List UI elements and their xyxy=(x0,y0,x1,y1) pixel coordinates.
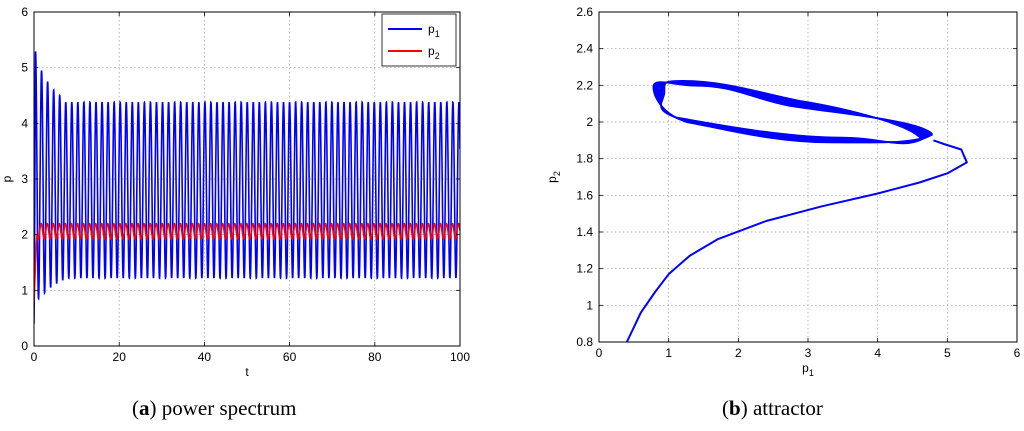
trajectory-cycle-loop xyxy=(659,81,925,144)
y-tick-label: 2.4 xyxy=(576,42,593,56)
y-tick-label: 2 xyxy=(586,115,593,129)
x-tick-label: 40 xyxy=(198,350,212,364)
y-tick-label: 2.6 xyxy=(576,5,593,19)
trajectory-cycle-loop xyxy=(656,81,930,144)
series-line-p1 xyxy=(34,51,460,324)
trajectory-cycle-loop xyxy=(658,81,928,144)
x-tick-label: 2 xyxy=(735,346,742,360)
trajectory-cycle-loop xyxy=(653,81,932,144)
trajectory-transient xyxy=(625,139,968,343)
caption-text-a: power spectrum xyxy=(161,396,297,420)
y-tick-label: 3 xyxy=(21,172,28,186)
y-tick-label: 5 xyxy=(21,61,28,75)
x-axis-label-sub: 1 xyxy=(809,368,814,378)
y-axis-label: p xyxy=(0,175,14,182)
y-tick-label: 1.6 xyxy=(576,188,593,202)
caption-text-b: attractor xyxy=(752,396,823,420)
x-tick-label: 0 xyxy=(31,350,38,364)
series-line-p2 xyxy=(34,222,460,302)
x-axis-label: t xyxy=(245,365,249,379)
y-tick-label: 0 xyxy=(21,339,28,353)
y-axis-label-sub: 2 xyxy=(552,171,562,176)
x-tick-label: 0 xyxy=(596,346,603,360)
y-axis-label-base: p xyxy=(545,176,559,183)
y-tick-label: 1 xyxy=(586,298,593,312)
trajectory-cycle-loop xyxy=(659,81,927,144)
y-tick-label: 4 xyxy=(21,116,28,130)
caption-attractor: (b) attractor xyxy=(722,396,823,420)
trajectory-cycle-loop xyxy=(655,81,931,144)
x-tick-label: 4 xyxy=(874,346,881,360)
y-tick-label: 2.2 xyxy=(576,78,593,92)
x-tick-label: 5 xyxy=(944,346,951,360)
legend-label-p1: p1 xyxy=(428,22,440,39)
caption-letter-a: a xyxy=(139,396,150,420)
trajectory-cycle-loop xyxy=(660,79,923,145)
y-axis-label: p2 xyxy=(545,171,562,183)
trajectory-cycle-loop xyxy=(660,80,924,144)
caption-letter-b: b xyxy=(729,396,741,420)
x-tick-label: 80 xyxy=(368,350,382,364)
x-axis-label-base: p xyxy=(802,361,809,375)
x-tick-label: 20 xyxy=(113,350,127,364)
legend-label-p2: p2 xyxy=(428,44,440,61)
legend-label-p2-sub: 2 xyxy=(435,51,440,61)
y-tick-label: 1 xyxy=(21,283,28,297)
x-axis-label: p1 xyxy=(802,361,814,378)
legend-label-p1-sub: 1 xyxy=(435,29,440,39)
power-spectrum-panel: 0 20 40 60 80 100 0 1 2 3 4 5 6 t p p1 p2 xyxy=(0,5,470,379)
x-tick-label: 60 xyxy=(283,350,297,364)
x-tick-label: 6 xyxy=(1014,346,1021,360)
y-tick-label: 0.8 xyxy=(576,335,593,349)
legend-label-p1-base: p xyxy=(428,22,435,36)
legend-label-p2-base: p xyxy=(428,44,435,58)
x-tick-label: 100 xyxy=(450,350,470,364)
attractor-panel: 0 1 2 3 4 5 6 0.8 1 1.2 1.4 1.6 1.8 2 2.2 2.4 2.6 p1 p2 xyxy=(512,0,1024,431)
trajectory-cycle-loop xyxy=(652,81,934,144)
y-tick-label: 6 xyxy=(21,5,28,19)
legend-box xyxy=(381,13,457,67)
y-tick-label: 1.4 xyxy=(576,225,593,239)
y-tick-label: 1.8 xyxy=(576,152,593,166)
y-tick-label: 1.2 xyxy=(576,262,593,276)
caption-power-spectrum: (a) power spectrum xyxy=(132,396,297,420)
x-tick-label: 3 xyxy=(805,346,812,360)
y-tick-label: 2 xyxy=(21,228,28,242)
x-tick-label: 1 xyxy=(665,346,672,360)
